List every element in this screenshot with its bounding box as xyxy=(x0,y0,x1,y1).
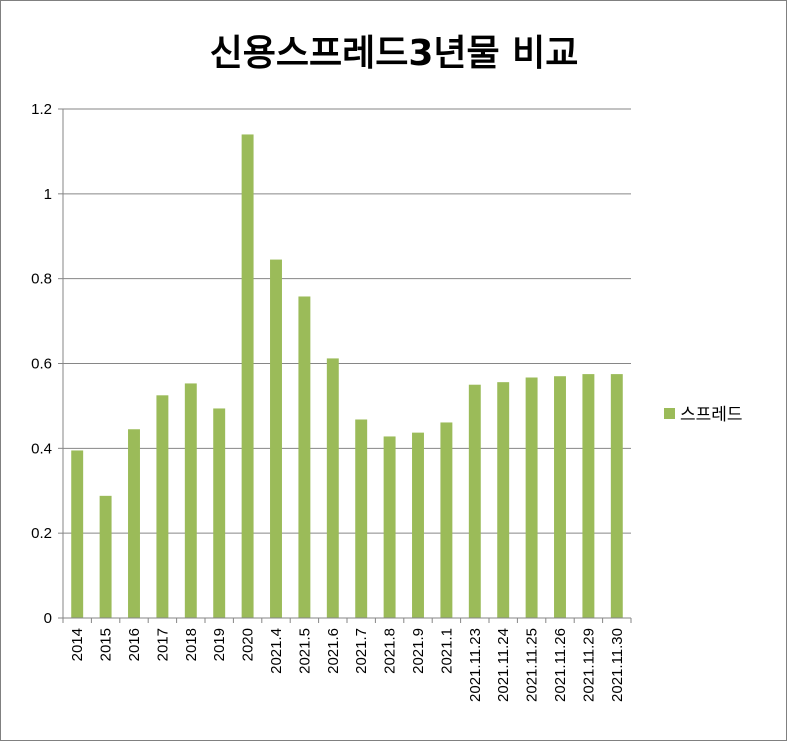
x-axis-tick-labels: 2014 2015 2016 2017 2018 2019 2020 2021.4 2021.5… xyxy=(69,628,626,702)
y-axis-tick-labels: 0 0.2 0.4 0.6 0.8 1 1.2 xyxy=(31,101,52,627)
x-tick-label: 2020 xyxy=(240,628,257,661)
bar xyxy=(554,376,566,618)
bar xyxy=(525,377,538,618)
bar xyxy=(582,374,595,618)
x-tick-label: 2021.8 xyxy=(382,628,399,674)
x-tick-label: 2021.11.26 xyxy=(552,628,569,702)
bar xyxy=(412,432,424,618)
x-tick-label: 2021.7 xyxy=(353,628,370,674)
chart-title: 신용스프레드3년물 비교 xyxy=(210,33,579,74)
bar xyxy=(355,419,368,618)
bar xyxy=(184,383,197,618)
bar xyxy=(128,429,140,618)
legend-swatch xyxy=(664,408,675,419)
bar xyxy=(71,450,84,618)
y-tick-label: 0.8 xyxy=(31,271,52,288)
x-tick-label: 2021.9 xyxy=(410,628,427,674)
x-tick-label: 2021.11.25 xyxy=(524,628,541,702)
x-tick-label: 2021.4 xyxy=(268,628,285,674)
bar xyxy=(440,422,453,618)
bar xyxy=(298,296,311,618)
bar xyxy=(213,408,226,618)
x-tick-label: 2019 xyxy=(211,628,228,661)
x-tick-label: 2021.11.30 xyxy=(609,628,626,702)
x-tick-label: 2021.5 xyxy=(296,628,313,674)
y-tick-label: 0.2 xyxy=(31,525,52,542)
legend-label: 스프레드 xyxy=(680,405,743,425)
y-tick-label: 0 xyxy=(44,610,52,627)
bar xyxy=(99,495,112,618)
y-tick-label: 0.6 xyxy=(31,356,52,373)
x-tick-label: 2018 xyxy=(183,628,200,661)
bar xyxy=(610,374,623,618)
bar xyxy=(241,134,254,618)
x-tick-label: 2021.11.24 xyxy=(495,628,512,702)
bar xyxy=(270,259,282,618)
y-tick-label: 1.2 xyxy=(31,101,52,118)
bar xyxy=(468,384,481,618)
x-tick-label: 2021.11.23 xyxy=(467,628,484,702)
bar xyxy=(326,358,339,618)
bar xyxy=(383,436,396,618)
axes xyxy=(58,108,632,623)
x-tick-label: 2021.1 xyxy=(438,628,455,674)
bar xyxy=(156,395,169,618)
x-tick-label: 2017 xyxy=(154,628,171,661)
y-tick-label: 0.4 xyxy=(31,440,52,457)
y-tick-label: 1 xyxy=(44,186,52,203)
legend: 스프레드 xyxy=(664,405,743,425)
x-tick-label: 2015 xyxy=(98,628,115,661)
x-tick-label: 2016 xyxy=(126,628,143,661)
gridlines xyxy=(63,108,631,534)
x-tick-label: 2021.11.29 xyxy=(580,628,597,702)
x-tick-label: 2014 xyxy=(69,628,86,661)
x-tick-label: 2021.6 xyxy=(325,628,342,674)
bar xyxy=(497,382,510,618)
bars xyxy=(71,134,623,618)
